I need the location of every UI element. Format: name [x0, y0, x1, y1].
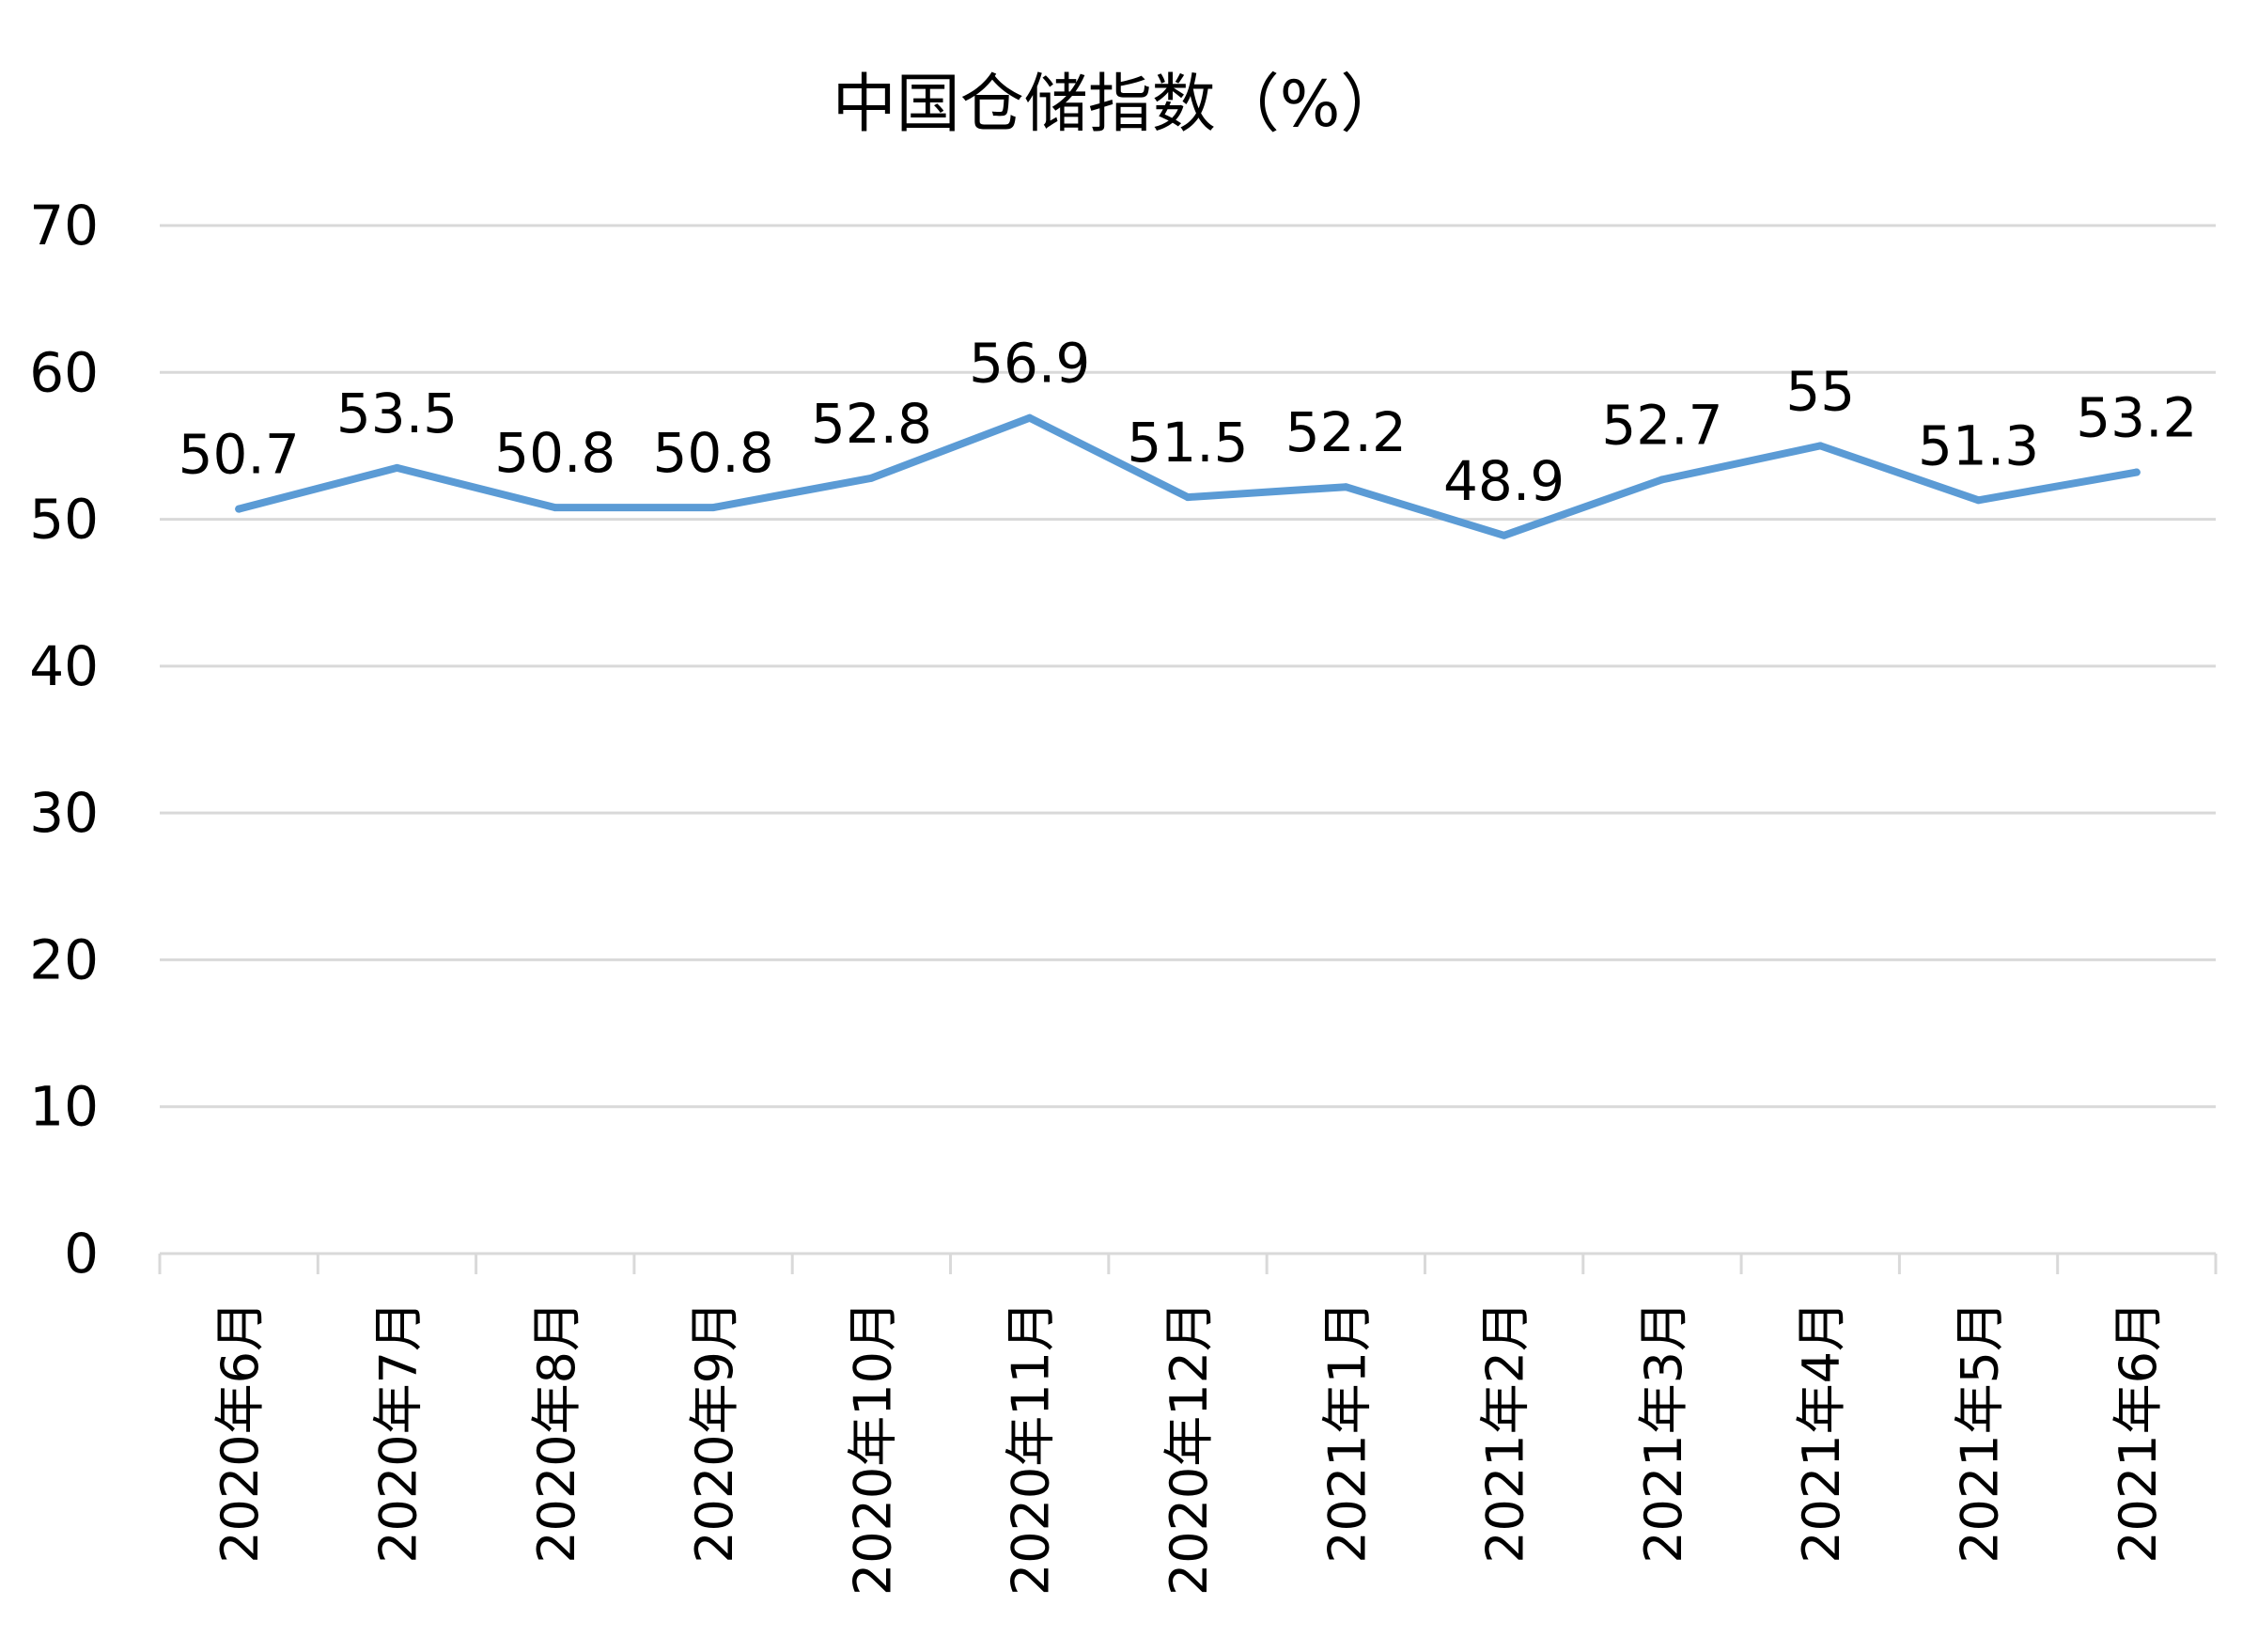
- x-tick-label: 2020年10月: [843, 1301, 902, 1596]
- x-tick-label: 2021年3月: [1634, 1301, 1693, 1564]
- data-point: [1184, 493, 1191, 502]
- data-point: [1500, 531, 1508, 539]
- y-tick-label: 20: [29, 927, 99, 991]
- gridlines: [160, 224, 2216, 1109]
- x-axis: 2020年6月 2020年7月 2020年8月 2020年9月 2020年10月 2020…: [158, 1252, 2218, 1596]
- y-tick-label: 40: [29, 634, 99, 698]
- chart-title: 中国仓储指数（%）: [833, 68, 1405, 142]
- x-tick-label: 2021年6月: [2109, 1301, 2168, 1564]
- data-label: 52.8: [811, 392, 932, 456]
- y-tick-label: 0: [64, 1222, 99, 1286]
- x-tick-label: 2021年1月: [1317, 1301, 1377, 1564]
- y-tick-label: 50: [29, 488, 99, 552]
- data-point: [1658, 475, 1666, 484]
- x-tick-label: 2020年6月: [210, 1301, 270, 1564]
- data-label: 50.8: [494, 421, 615, 485]
- data-label: 50.8: [653, 421, 774, 485]
- data-point: [393, 463, 401, 472]
- data-label: 55: [1785, 359, 1855, 423]
- x-tick-label: 2020年9月: [685, 1301, 744, 1564]
- data-label: 51.3: [1918, 413, 2039, 477]
- x-tick-label: 2020年8月: [527, 1301, 586, 1564]
- data-point: [1025, 413, 1034, 422]
- data-point: [867, 474, 876, 482]
- data-label: 53.5: [336, 382, 458, 445]
- data-label: 56.9: [969, 332, 1090, 396]
- y-tick-label: 70: [29, 194, 99, 257]
- data-labels: 50.7 53.5 50.8 50.8 52.8 56.9 51.5 52.2 48.9 52.7…: [179, 332, 2198, 513]
- data-label: 52.7: [1601, 393, 1722, 457]
- data-label: 50.7: [179, 423, 300, 487]
- data-label: 52.2: [1285, 400, 1407, 464]
- data-point: [2132, 468, 2141, 476]
- data-point: [1974, 496, 1983, 505]
- y-tick-label: 30: [29, 781, 99, 845]
- x-tick-label: 2020年11月: [1002, 1301, 1061, 1596]
- x-tick-label: 2021年5月: [1951, 1301, 2010, 1564]
- data-point: [1816, 442, 1825, 450]
- x-tick-label: 2021年4月: [1792, 1301, 1851, 1564]
- y-axis: 0 10 20 30 40 50 60 70: [29, 194, 99, 1286]
- y-tick-label: 60: [29, 340, 99, 404]
- data-point: [709, 504, 718, 512]
- data-point: [551, 504, 559, 512]
- data-point: [235, 505, 243, 513]
- data-label: 51.5: [1127, 411, 1248, 475]
- x-tick-label: 2021年2月: [1476, 1301, 1535, 1564]
- data-point: [1342, 483, 1350, 491]
- data-label: 48.9: [1443, 449, 1565, 513]
- x-tick-label: 2020年12月: [1160, 1301, 1219, 1596]
- series-layer: [235, 413, 2141, 539]
- y-tick-label: 10: [29, 1075, 99, 1139]
- x-tick-label: 2020年7月: [368, 1301, 428, 1564]
- data-label: 53.2: [2076, 386, 2197, 450]
